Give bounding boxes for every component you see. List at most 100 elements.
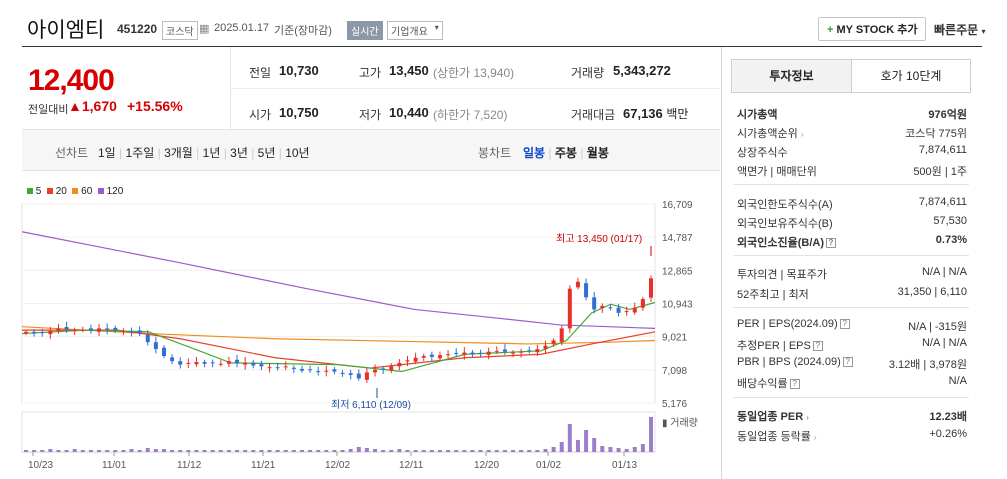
candle-body bbox=[308, 369, 313, 371]
realtime-button[interactable]: 실시간 bbox=[347, 21, 383, 40]
candle-body bbox=[299, 368, 304, 371]
ma120-swatch bbox=[97, 188, 104, 194]
y-tick-label: 5,176 bbox=[662, 399, 687, 410]
candle-body bbox=[170, 357, 175, 362]
quick-order-link[interactable]: 빠른주문 ▾ bbox=[934, 21, 986, 38]
tab-1day[interactable]: 1일 bbox=[98, 146, 116, 160]
tab-1week[interactable]: 1주일 bbox=[125, 146, 155, 160]
candle-body bbox=[153, 342, 158, 350]
quote-basis: 기준(장마감) bbox=[274, 25, 332, 37]
mystock-add-button[interactable]: + MY STOCK 추가 bbox=[818, 17, 927, 41]
prev-close-label: 전일 bbox=[249, 66, 272, 80]
y-tick-label: 16,709 bbox=[662, 200, 693, 211]
ma20-swatch bbox=[46, 188, 53, 194]
tab-orderbook[interactable]: 호가 10단계 bbox=[880, 69, 942, 83]
volume-bar bbox=[389, 450, 394, 452]
par-row: 액면가 | 매매단위 500원 | 1주 bbox=[737, 163, 967, 179]
est-per-value: N/A | N/A bbox=[921, 337, 967, 349]
volume-bar bbox=[308, 450, 313, 452]
tab-invest-info[interactable]: 투자정보 bbox=[732, 60, 852, 92]
volume-bar bbox=[218, 450, 223, 452]
ma5-swatch bbox=[27, 188, 33, 194]
market-cap-value: 976억원 bbox=[928, 109, 967, 121]
volume-bar bbox=[348, 449, 353, 452]
volume-bar bbox=[429, 450, 434, 452]
tab-3year[interactable]: 3년 bbox=[230, 146, 248, 160]
volume-bar bbox=[584, 430, 589, 452]
industry-rate-label[interactable]: 동일업종 등락률 bbox=[737, 431, 811, 443]
tab-10year[interactable]: 10년 bbox=[285, 146, 310, 160]
open-value: 10,750 bbox=[279, 105, 319, 120]
candle-body bbox=[88, 328, 93, 331]
per-label: PER | EPS(2024.09) bbox=[737, 318, 838, 330]
est-per-label: 추정PER | EPS bbox=[737, 340, 811, 352]
market-cap-row: 시가총액 976억원 bbox=[737, 106, 967, 122]
candle-body bbox=[478, 352, 483, 354]
volume-bar bbox=[608, 447, 613, 452]
volume-bar bbox=[105, 450, 110, 452]
tab-3month[interactable]: 3개월 bbox=[164, 146, 193, 160]
tab-daily[interactable]: 일봉 bbox=[523, 146, 546, 160]
prev-close-value: 10,730 bbox=[279, 63, 319, 78]
tab-monthly[interactable]: 월봉 bbox=[586, 146, 609, 160]
x-tick-label: 12/11 bbox=[399, 460, 424, 471]
help-icon[interactable]: ? bbox=[812, 341, 823, 352]
volume-bar bbox=[88, 450, 93, 452]
candle-body bbox=[332, 369, 337, 372]
volume-bar bbox=[243, 450, 248, 452]
rank-label[interactable]: 시가총액순위 bbox=[737, 128, 798, 140]
industry-per-label[interactable]: 동일업종 PER bbox=[737, 411, 804, 423]
w52-label: 52주최고 | 최저 bbox=[737, 289, 809, 301]
low-label: 저가 bbox=[359, 108, 382, 122]
volume-bar bbox=[97, 450, 102, 452]
candle-body bbox=[405, 360, 410, 362]
w52-row: 52주최고 | 최저 31,350 | 6,110 bbox=[737, 286, 967, 302]
candle-body bbox=[72, 330, 77, 332]
w52-value: 31,350 | 6,110 bbox=[897, 286, 967, 298]
candle-body bbox=[348, 373, 353, 375]
foreign-limit-value: 7,874,611 bbox=[918, 196, 967, 208]
help-icon[interactable]: ? bbox=[789, 379, 800, 390]
par-label: 액면가 | 매매단위 bbox=[737, 166, 817, 178]
chevron-right-icon: › bbox=[800, 130, 804, 139]
volume-bar bbox=[145, 448, 150, 452]
tab-weekly[interactable]: 주봉 bbox=[554, 146, 577, 160]
volume-value: 5,343,272 bbox=[613, 63, 671, 78]
tab-1year[interactable]: 1년 bbox=[202, 146, 221, 160]
candle-periods: 일봉 | 주봉 | 월봉 bbox=[523, 146, 609, 160]
min-annotation: 최저 6,110 (12/09) bbox=[331, 399, 411, 411]
y-tick-label: 9,021 bbox=[662, 333, 687, 344]
candle-body bbox=[275, 367, 280, 369]
company-overview-dropdown[interactable]: 기업개요 ▾ bbox=[387, 21, 443, 40]
candle-body bbox=[243, 362, 248, 365]
x-tick-label: 11/01 bbox=[102, 460, 127, 471]
candle-body bbox=[608, 307, 613, 309]
shares-label: 상장주식수 bbox=[737, 147, 788, 159]
y-tick-label: 7,098 bbox=[662, 366, 687, 377]
change-label: 전일대비 bbox=[28, 104, 69, 116]
industry-rate-value: +0.26% bbox=[929, 428, 967, 440]
amount-label: 거래대금 bbox=[571, 108, 616, 122]
ma5-line bbox=[21, 301, 656, 373]
par-value: 500원 | 1주 bbox=[913, 166, 967, 178]
volume-bar bbox=[543, 449, 548, 452]
calendar-icon: ▦ bbox=[199, 23, 210, 35]
volume-bar bbox=[373, 449, 378, 452]
candle-body bbox=[592, 297, 597, 310]
foreign-hold-value: 57,530 bbox=[933, 215, 967, 227]
volume-bar bbox=[129, 449, 134, 452]
candle-body bbox=[145, 334, 150, 343]
help-icon[interactable]: ? bbox=[839, 319, 850, 330]
help-icon[interactable]: ? bbox=[842, 357, 853, 368]
candlestick-chart[interactable]: 16,709 14,787 12,865 10,943 9,021 7,098 5,176 ▮… bbox=[0, 0, 722, 479]
volume-label: ▮ 거래량 bbox=[662, 417, 698, 429]
stock-name: 아이엠티 bbox=[27, 19, 105, 42]
candle-body bbox=[161, 347, 166, 356]
y-tick-label: 10,943 bbox=[662, 299, 693, 310]
help-icon[interactable]: ? bbox=[826, 238, 836, 249]
tab-5year[interactable]: 5년 bbox=[257, 146, 276, 160]
candle-body bbox=[486, 351, 491, 355]
candle-body bbox=[178, 361, 183, 365]
chevron-right-icon: › bbox=[806, 413, 809, 422]
volume-bar bbox=[210, 450, 215, 452]
